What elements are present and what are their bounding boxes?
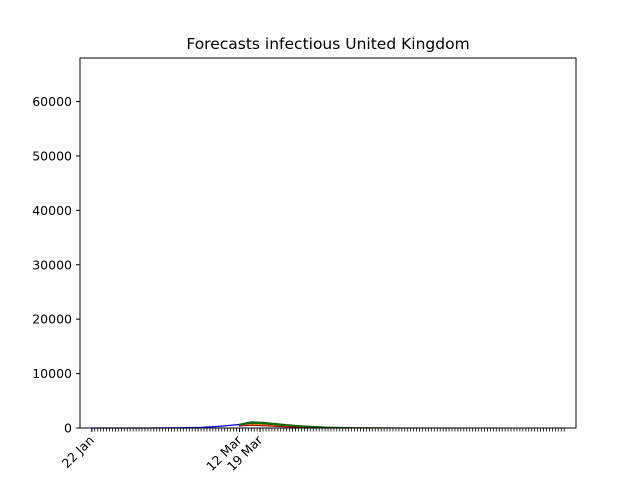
ytick-label: 60000	[32, 94, 72, 109]
ytick-label: 10000	[32, 366, 72, 381]
y-axis: 0 10000 20000 30000 40000 50000 60000	[32, 94, 80, 436]
plot-frame	[79, 57, 577, 429]
chart-title: Forecasts infectious United Kingdom	[186, 35, 469, 53]
ytick-label: 0	[64, 421, 72, 436]
ytick-label: 40000	[32, 203, 72, 218]
ytick-label: 30000	[32, 257, 72, 272]
ytick-label: 50000	[32, 148, 72, 163]
ytick-label: 20000	[32, 312, 72, 327]
